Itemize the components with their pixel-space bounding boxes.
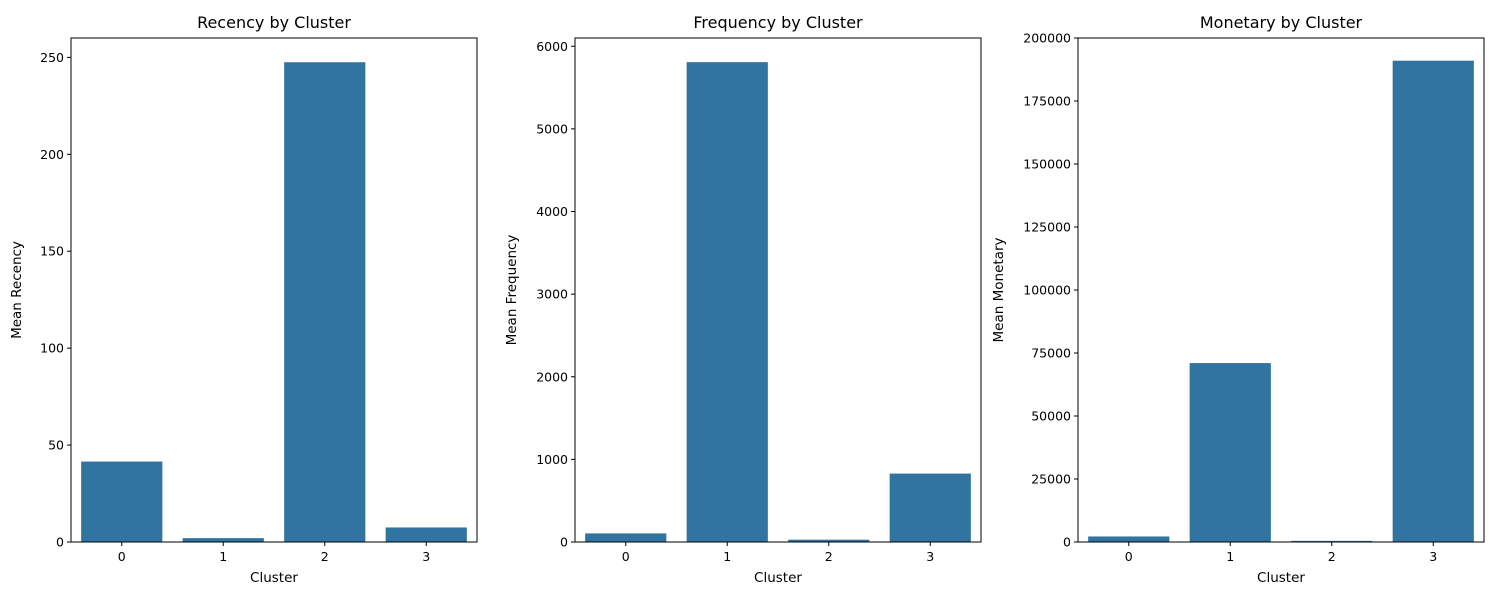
x-axis-label: Cluster (1257, 570, 1305, 586)
y-tick-label: 2000 (536, 369, 568, 384)
y-tick-label: 200 (40, 147, 64, 162)
y-tick-label: 50 (48, 438, 64, 453)
y-tick-label: 25000 (1031, 472, 1071, 487)
y-tick-label: 150000 (1023, 157, 1071, 172)
bar-cluster-0 (81, 461, 163, 542)
bar-cluster-1 (182, 538, 264, 542)
chart-title: Monetary by Cluster (1200, 13, 1363, 32)
monetary-panel: Monetary by Cluster 0 25000 50000 75000 1000… (991, 13, 1485, 586)
bar-cluster-1 (686, 62, 768, 542)
x-tick-label: 3 (422, 549, 430, 564)
y-axis-label: Mean Recency (9, 241, 25, 339)
y-tick-label: 3000 (536, 287, 568, 302)
bar-cluster-0 (585, 533, 667, 542)
x-tick-label: 2 (825, 549, 833, 564)
y-tick-label: 0 (1063, 535, 1071, 550)
x-tick-label: 2 (321, 549, 329, 564)
frequency-panel: Frequency by Cluster 0 1000 2000 3000 4000 50… (504, 13, 982, 586)
x-tick-label: 1 (723, 549, 731, 564)
y-tick-label: 175000 (1023, 94, 1071, 109)
bar-cluster-0 (1088, 536, 1170, 542)
y-tick-label: 6000 (536, 39, 568, 54)
x-tick-label: 3 (926, 549, 934, 564)
bar-cluster-1 (1189, 363, 1271, 542)
x-tick-label: 0 (118, 549, 126, 564)
plot-frame (70, 37, 478, 543)
y-axis-label: Mean Monetary (991, 238, 1007, 343)
y-tick-label: 0 (560, 535, 568, 550)
bar-cluster-3 (385, 527, 467, 542)
x-tick-label: 1 (219, 549, 227, 564)
bar-cluster-2 (284, 62, 366, 542)
x-axis-label: Cluster (754, 570, 802, 586)
bar-cluster-3 (889, 473, 971, 542)
x-tick-label: 3 (1429, 549, 1437, 564)
plot-frame (1077, 37, 1485, 543)
y-tick-label: 150 (40, 244, 64, 259)
chart-title: Recency by Cluster (197, 13, 351, 32)
y-tick-label: 0 (56, 535, 64, 550)
x-tick-label: 1 (1226, 549, 1234, 564)
y-tick-label: 250 (40, 50, 64, 65)
x-tick-label: 2 (1328, 549, 1336, 564)
chart-title: Frequency by Cluster (693, 13, 863, 32)
y-tick-label: 1000 (536, 452, 568, 467)
bar-cluster-2 (788, 539, 870, 542)
y-tick-label: 5000 (536, 121, 568, 136)
x-tick-label: 0 (1125, 549, 1133, 564)
y-tick-label: 100000 (1023, 283, 1071, 298)
y-tick-label: 125000 (1023, 220, 1071, 235)
y-tick-label: 75000 (1031, 346, 1071, 361)
bar-cluster-2 (1291, 540, 1373, 542)
x-axis-label: Cluster (250, 570, 298, 586)
y-tick-label: 200000 (1023, 31, 1071, 46)
y-tick-label: 100 (40, 341, 64, 356)
y-axis-label: Mean Frequency (504, 235, 520, 346)
x-tick-label: 0 (622, 549, 630, 564)
plot-frame (574, 37, 982, 543)
bar-cluster-3 (1392, 60, 1474, 543)
y-tick-label: 4000 (536, 204, 568, 219)
y-tick-label: 50000 (1031, 409, 1071, 424)
